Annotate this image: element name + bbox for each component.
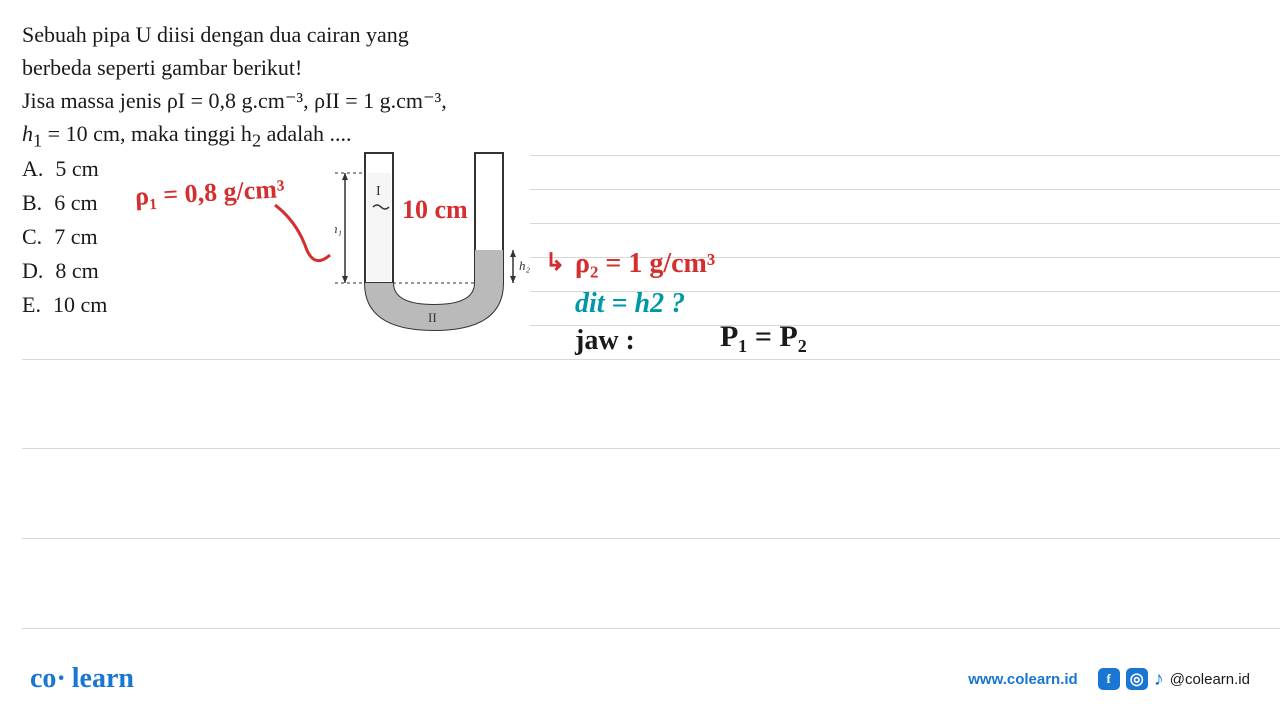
u-tube-diagram: h₁ h₂ I II bbox=[335, 145, 545, 360]
logo-learn: learn bbox=[72, 663, 134, 694]
question-line1: Sebuah pipa U diisi dengan dua cairan ya… bbox=[22, 18, 447, 51]
ruled-line bbox=[530, 155, 1280, 156]
tiktok-icon: ♪ bbox=[1154, 668, 1164, 691]
option-d: D. 8 cm bbox=[22, 254, 107, 288]
ruled-line bbox=[22, 538, 1280, 539]
logo-co: co bbox=[30, 663, 56, 694]
ruled-line bbox=[22, 359, 1280, 360]
ruled-line bbox=[22, 628, 1280, 629]
handwriting-jaw: jaw : bbox=[575, 325, 635, 357]
ruled-line bbox=[530, 325, 1280, 326]
handwriting-bracket: ↳ bbox=[545, 248, 565, 277]
question-line2: berbeda seperti gambar berikut! bbox=[22, 51, 447, 84]
option-a: A. 5 cm bbox=[22, 152, 107, 186]
social-icons: f ◎ ♪ @colearn.id bbox=[1098, 668, 1250, 691]
u-tube-svg: h₁ h₂ I II bbox=[335, 145, 545, 355]
red-bracket-icon bbox=[265, 190, 345, 310]
logo: co·learn bbox=[30, 663, 134, 695]
facebook-icon: f bbox=[1098, 668, 1120, 690]
footer-url: www.colearn.id bbox=[968, 671, 1077, 688]
svg-text:h₂: h₂ bbox=[519, 258, 531, 273]
svg-text:II: II bbox=[428, 310, 437, 325]
footer-right: www.colearn.id f ◎ ♪ @colearn.id bbox=[968, 668, 1250, 691]
svg-text:I: I bbox=[376, 184, 381, 199]
ruled-line bbox=[530, 189, 1280, 190]
option-b: B. 6 cm bbox=[22, 186, 107, 220]
handwriting-dit: dit = h2 ? bbox=[575, 288, 685, 320]
handwriting-equation: P₁ = P₂ bbox=[720, 320, 807, 354]
footer: co·learn www.colearn.id f ◎ ♪ @colearn.i… bbox=[0, 663, 1280, 695]
option-e: E. 10 cm bbox=[22, 288, 107, 322]
handwriting-rho2: ρ₂ = 1 g/cm³ bbox=[575, 248, 715, 280]
handwriting-rho1: ρ₁ = 0,8 g/cm³ bbox=[134, 174, 285, 212]
ruled-line bbox=[22, 448, 1280, 449]
instagram-icon: ◎ bbox=[1126, 668, 1148, 690]
question-line3: Jisa massa jenis ρI = 0,8 g.cm⁻³, ρII = … bbox=[22, 84, 447, 117]
social-handle: @colearn.id bbox=[1170, 671, 1250, 688]
question-text: Sebuah pipa U diisi dengan dua cairan ya… bbox=[22, 18, 447, 155]
ruled-line bbox=[530, 223, 1280, 224]
handwriting-height1: 10 cm bbox=[402, 195, 468, 225]
answer-options: A. 5 cm B. 6 cm C. 7 cm D. 8 cm E. 10 cm bbox=[22, 152, 107, 322]
option-c: C. 7 cm bbox=[22, 220, 107, 254]
